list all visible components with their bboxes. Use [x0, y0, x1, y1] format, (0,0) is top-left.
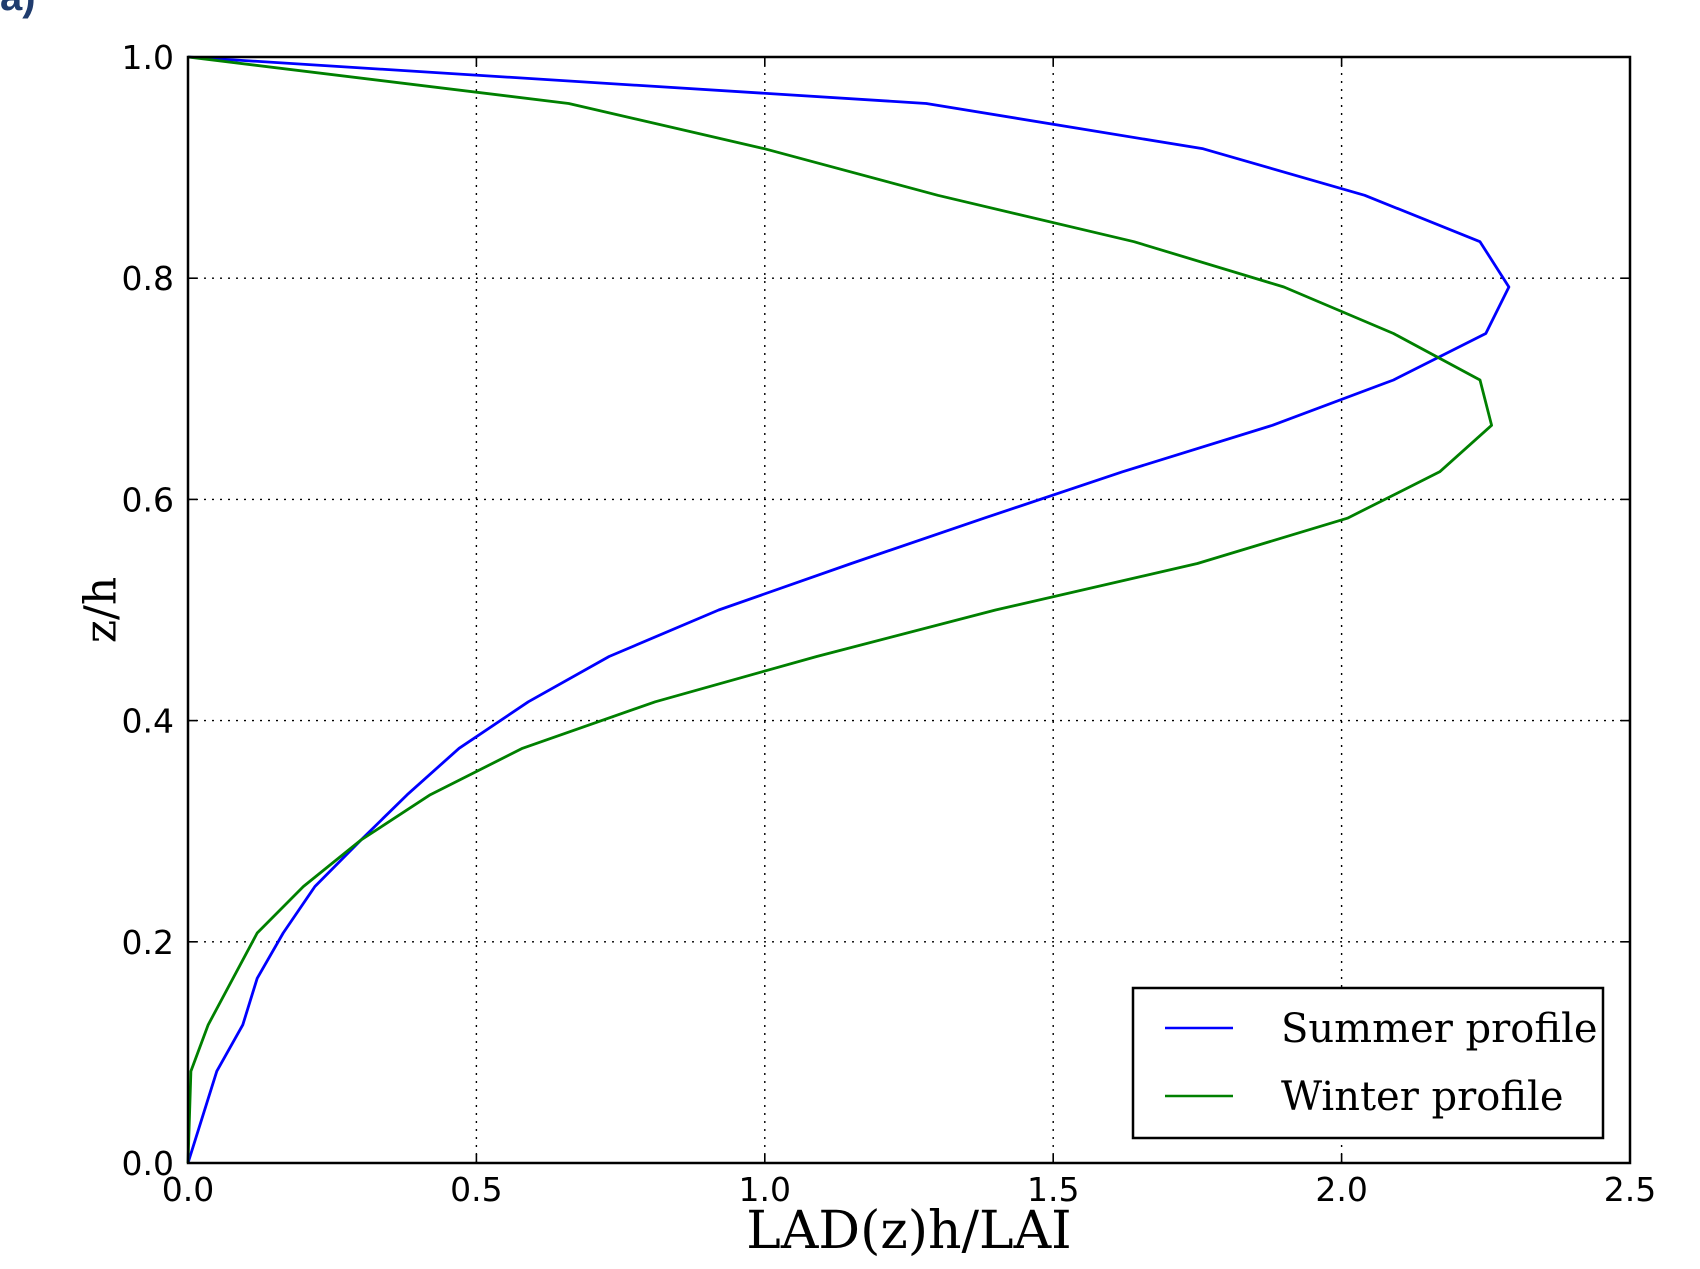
data-series — [186, 55, 1511, 1164]
plot-frame — [186, 55, 1632, 1165]
x-tick-label: 1.5 — [1027, 1170, 1079, 1209]
y-axis-label: z/h — [75, 577, 126, 643]
legend-label-winter: Winter profile — [1281, 1074, 1564, 1120]
y-tick-label: 1.0 — [122, 38, 174, 77]
legend-box — [1131, 986, 1605, 1140]
axis-ticks — [187, 56, 1631, 1164]
series-line-winter — [186, 55, 1493, 1164]
x-tick-label: 2.5 — [1604, 1170, 1656, 1209]
y-tick-label: 0.8 — [122, 259, 174, 298]
legend-label-summer: Summer profile — [1281, 1006, 1597, 1052]
x-axis-label: LAD(z)h/LAI — [746, 1201, 1071, 1261]
x-tick-label: 2.0 — [1315, 1170, 1367, 1209]
y-tick-label: 0.2 — [122, 923, 174, 962]
series-line-summer — [186, 55, 1511, 1164]
tick-labels: 0.0 0.5 1.0 1.5 2.0 2.5 0.0 0.2 0.4 0.6 0.8 1.0 — [122, 38, 1657, 1209]
x-tick-label: 0.0 — [162, 1170, 214, 1209]
corner-label-fragment: a) — [0, 0, 36, 19]
y-tick-label: 0.6 — [122, 480, 174, 519]
x-tick-label: 0.5 — [450, 1170, 502, 1209]
legend: Summer profile Winter profile — [1131, 986, 1605, 1140]
x-tick-label: 1.0 — [739, 1170, 791, 1209]
y-tick-label: 0.0 — [122, 1144, 174, 1183]
y-tick-label: 0.4 — [122, 702, 174, 741]
